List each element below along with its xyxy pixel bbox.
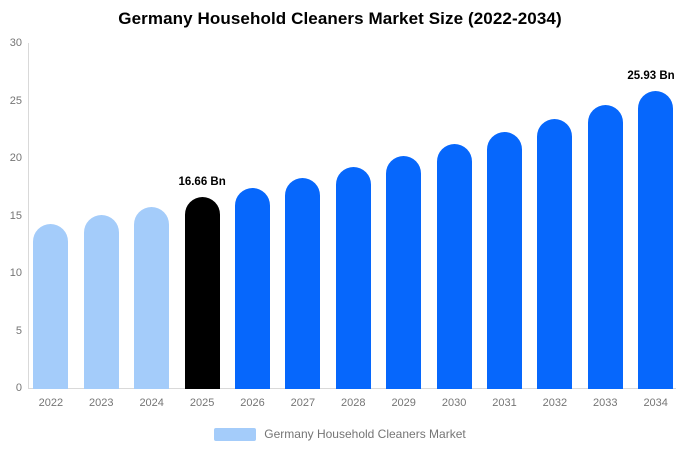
x-axis-label-2029: 2029	[391, 397, 416, 409]
x-axis-label-2032: 2032	[542, 397, 568, 409]
bar-2023[interactable]	[83, 215, 119, 389]
bar-2033[interactable]	[587, 105, 623, 389]
legend-swatch	[214, 427, 257, 441]
y-axis-tick-5: 5	[15, 324, 22, 337]
x-axis-label-2025: 2025	[189, 397, 215, 409]
y-axis-tick-10: 10	[9, 267, 22, 279]
x-axis-label-2023: 2023	[89, 397, 114, 409]
x-axis-label-2033: 2033	[593, 397, 618, 409]
y-axis-tick-0: 0	[15, 382, 22, 394]
bar-2026[interactable]	[235, 187, 270, 389]
bar-2027[interactable]	[285, 177, 321, 389]
y-axis-tick-25: 25	[9, 94, 22, 107]
y-axis-tick-15: 15	[9, 209, 22, 222]
x-axis-label-2031: 2031	[492, 397, 517, 409]
x-axis-label-2034: 2034	[643, 397, 668, 409]
x-axis-label-2027: 2027	[290, 397, 316, 409]
bar-2024[interactable]	[134, 206, 170, 389]
x-axis-label-2030: 2030	[441, 397, 467, 409]
x-axis-label-2028: 2028	[341, 397, 366, 409]
bar-2022[interactable]	[33, 223, 69, 389]
bar-2030[interactable]	[436, 144, 472, 389]
legend-item[interactable]: Germany Household Cleaners Market	[0, 427, 680, 441]
bar-2032[interactable]	[537, 118, 573, 389]
bar-2034[interactable]	[638, 90, 674, 389]
x-axis-label-2026: 2026	[240, 397, 265, 409]
x-axis-label-2024: 2024	[139, 397, 164, 409]
bar-value-label-2034: 25.93 Bn	[627, 69, 675, 82]
y-axis-tick-20: 20	[9, 152, 22, 164]
legend-label: Germany Household Cleaners Market	[264, 427, 466, 441]
chart-title: Germany Household Cleaners Market Size (…	[118, 9, 562, 28]
y-axis-line	[28, 43, 29, 389]
bar-2031[interactable]	[487, 131, 522, 389]
bar-2028[interactable]	[335, 167, 371, 389]
bar-2029[interactable]	[386, 155, 422, 389]
y-axis-tick-30: 30	[9, 37, 22, 49]
x-axis-label-2022: 2022	[38, 397, 64, 409]
bar-2025[interactable]	[184, 197, 220, 389]
bar-value-label-2025: 16.66 Bn	[178, 176, 226, 189]
